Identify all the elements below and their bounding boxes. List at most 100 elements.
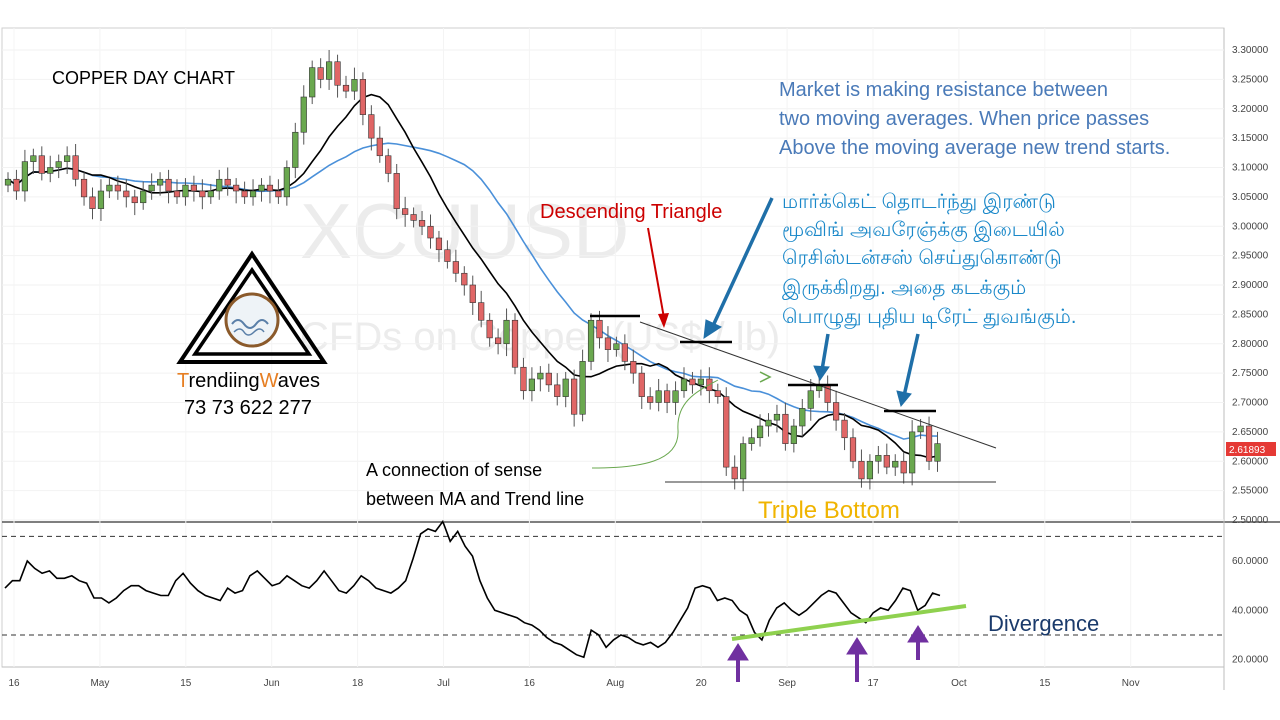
oscillator-tick-label: 60.0000 bbox=[1232, 556, 1269, 567]
candle-body bbox=[663, 390, 671, 403]
price-tick-label: 2.95000 bbox=[1232, 251, 1269, 262]
candle-body bbox=[478, 302, 485, 321]
price-tick-label: 2.85000 bbox=[1232, 309, 1269, 320]
logo-wave-icon-2 bbox=[233, 328, 265, 336]
candle-body bbox=[638, 372, 645, 397]
candle-body bbox=[258, 184, 265, 192]
triangle-arrow-line bbox=[647, 227, 665, 319]
candle-body bbox=[266, 184, 274, 192]
candle-body bbox=[368, 114, 375, 139]
divergence-arrow-head-2 bbox=[846, 637, 868, 655]
price-tick-label: 2.90000 bbox=[1232, 280, 1269, 291]
candle-body bbox=[418, 220, 426, 227]
price-tick-label: 2.60000 bbox=[1232, 456, 1269, 467]
english-note-line1: Market is making resistance between bbox=[779, 79, 1108, 101]
candle-body bbox=[925, 425, 933, 462]
oscillator-tick-label: 20.0000 bbox=[1232, 655, 1269, 666]
candle-body bbox=[461, 272, 468, 286]
candle-body bbox=[748, 437, 755, 444]
divergence-label: Divergence bbox=[988, 611, 1099, 636]
candle-body bbox=[325, 61, 333, 80]
candle-body bbox=[604, 337, 612, 350]
candle-body bbox=[790, 425, 797, 444]
price-tick-label: 2.70000 bbox=[1232, 398, 1269, 409]
candle-body bbox=[199, 190, 206, 198]
candle-body bbox=[190, 184, 198, 192]
blue-arrow-line-3 bbox=[902, 333, 920, 397]
candle-body bbox=[799, 408, 806, 427]
time-axis: 16 May 15 Jun 18 Jul 16 Aug 20 Sep 17 Oct 15 Nov bbox=[8, 678, 1139, 689]
candle-body bbox=[680, 378, 688, 392]
indicator-panel bbox=[1, 521, 1225, 668]
divergence-line bbox=[731, 604, 967, 641]
price-tick-label: 3.25000 bbox=[1232, 74, 1269, 85]
candle-body bbox=[140, 190, 147, 204]
candle-body bbox=[765, 419, 772, 427]
candle-body bbox=[207, 190, 214, 198]
oscillator-line bbox=[4, 519, 941, 659]
candle-body bbox=[114, 184, 121, 192]
descending-triangle-label: Descending Triangle bbox=[540, 201, 722, 223]
candle-body bbox=[511, 319, 519, 368]
price-tick-label: 3.10000 bbox=[1232, 163, 1269, 174]
time-tick-label: Jun bbox=[264, 678, 280, 689]
divergence-arrow-head-3 bbox=[907, 625, 929, 643]
price-tick-label: 2.55000 bbox=[1232, 486, 1269, 497]
candle-body bbox=[494, 337, 502, 345]
candle-body bbox=[224, 178, 231, 186]
tamil-note-line3: ரெசிஸ்டன்சஸ் செய்துகொண்டு bbox=[782, 247, 1062, 270]
price-tick-label: 2.80000 bbox=[1232, 339, 1269, 350]
last-price-badge bbox=[1226, 442, 1276, 456]
connection-chevron bbox=[759, 371, 772, 383]
price-panel bbox=[1, 27, 1225, 523]
candle-body bbox=[97, 190, 105, 209]
candle-body bbox=[773, 413, 781, 421]
price-tick-label: 2.50000 bbox=[1232, 515, 1269, 526]
candle-body bbox=[249, 190, 257, 198]
connection-note-line2: between MA and Trend line bbox=[366, 489, 584, 509]
price-tick-label: 3.30000 bbox=[1232, 45, 1269, 56]
oscillator-tick-label: 40.0000 bbox=[1232, 605, 1269, 616]
blue-arrow-head-1 bbox=[703, 319, 723, 339]
candle-body bbox=[858, 460, 865, 480]
candle-body bbox=[13, 178, 20, 192]
candle-body bbox=[866, 460, 873, 480]
candle-body bbox=[647, 396, 654, 403]
english-note-line2: two moving averages. When price passes bbox=[779, 108, 1149, 130]
candle-body bbox=[892, 460, 899, 468]
time-tick-label: Nov bbox=[1122, 678, 1140, 689]
time-tick-label: Oct bbox=[951, 678, 967, 689]
candle-body bbox=[376, 137, 383, 157]
price-axis: 3.30000 3.25000 3.20000 3.15000 3.10000 3.050… bbox=[1232, 45, 1269, 526]
candle-body bbox=[393, 173, 400, 209]
candle-body bbox=[714, 390, 721, 397]
candle-body bbox=[562, 378, 569, 397]
connection-curve bbox=[591, 379, 719, 469]
tamil-note-line4: இருக்கிறது. அதை கடக்கும் bbox=[782, 277, 1026, 300]
divergence-arrows bbox=[727, 625, 929, 682]
blue-arrows bbox=[703, 197, 920, 408]
candle-body bbox=[342, 84, 350, 92]
candle-body bbox=[723, 396, 730, 468]
candle-body bbox=[756, 425, 764, 439]
candle-body bbox=[621, 343, 628, 362]
time-tick-label: 17 bbox=[867, 678, 879, 689]
candle-body bbox=[30, 155, 37, 162]
watermark-symbol: XCUUSD bbox=[300, 187, 629, 275]
candle-body bbox=[233, 184, 240, 192]
candle-body bbox=[503, 319, 510, 345]
candle-body bbox=[72, 155, 79, 180]
time-tick-label: 18 bbox=[352, 678, 364, 689]
candle-body bbox=[309, 67, 316, 98]
price-tick-label: 3.15000 bbox=[1232, 133, 1269, 144]
candle-body bbox=[334, 61, 341, 86]
triangle-arrow-head bbox=[658, 313, 669, 328]
candle-body bbox=[807, 390, 814, 409]
candle-body bbox=[452, 261, 459, 274]
candle-body bbox=[300, 96, 307, 133]
candle-body bbox=[241, 190, 248, 198]
time-tick-label: May bbox=[90, 678, 109, 689]
candlestick-series bbox=[4, 50, 941, 492]
time-tick-label: 16 bbox=[8, 678, 20, 689]
